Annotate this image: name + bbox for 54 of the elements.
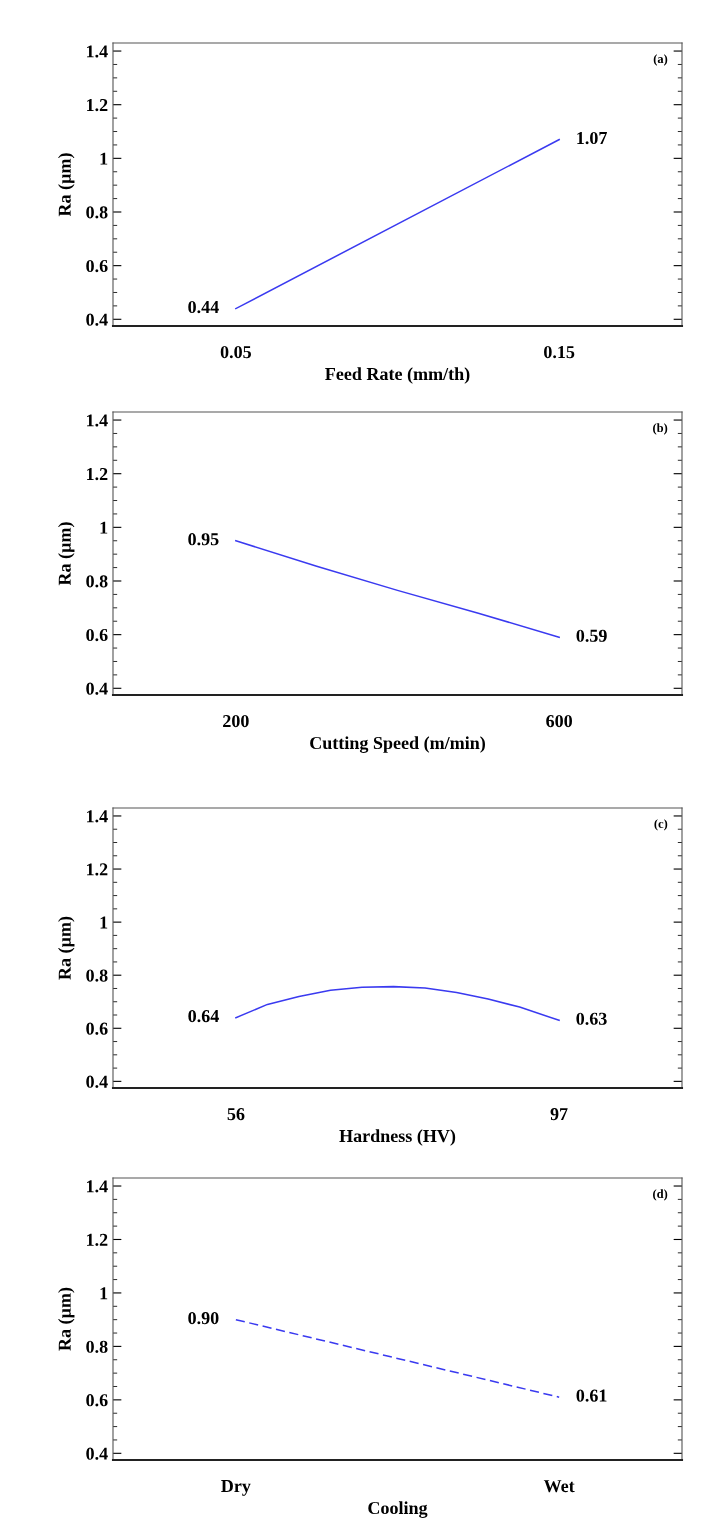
x-tick-label: 0.05 (220, 345, 251, 359)
y-axis-title: Ra (µm) (58, 153, 75, 217)
y-tick-label: 1.4 (87, 810, 108, 823)
annotation: (b) (653, 423, 668, 435)
y-tick-label: 0.6 (86, 1022, 108, 1035)
x-axis-title: Hardness (HV) (339, 1129, 456, 1146)
data-label: 0.61 (576, 1389, 607, 1402)
y-axis-title: Ra (µm) (58, 1287, 75, 1351)
x-axis-title: Feed Rate (mm/th) (325, 367, 470, 384)
y-tick-label: 0.6 (86, 628, 108, 642)
y-tick-label: 0.4 (86, 1447, 108, 1460)
x-axis-title: Cooling (368, 1501, 428, 1518)
y-tick-label: 0.8 (86, 206, 108, 219)
y-tick-label: 0.6 (86, 259, 108, 273)
y-tick-label: 1.2 (87, 1233, 108, 1246)
y-tick-label: 1 (100, 1287, 108, 1300)
y-tick-label: 1.2 (87, 99, 108, 112)
data-label: 1.07 (577, 131, 607, 145)
y-tick-label: 0.4 (86, 682, 108, 695)
y-tick-label: 1 (100, 916, 108, 929)
y-tick-label: 0.6 (86, 1394, 108, 1407)
annotation: (a) (653, 54, 668, 66)
y-tick-label: 0.4 (86, 313, 108, 326)
data-label: 0.63 (576, 1012, 607, 1025)
line-series (235, 985, 560, 1022)
x-tick-label: 56 (227, 1108, 245, 1121)
x-tick-label: 200 (223, 714, 249, 728)
data-label: 0.59 (576, 629, 607, 642)
x-tick-label: Dry (221, 1480, 251, 1496)
y-tick-label: 1.4 (87, 1180, 108, 1193)
y-tick-label: 0.8 (86, 1340, 108, 1353)
y-axis-title: Ra (µm) (58, 916, 75, 980)
y-tick-label: 1 (100, 521, 108, 534)
y-tick-label: 0.8 (86, 575, 108, 588)
y-tick-label: 1.4 (87, 45, 108, 58)
y-axis-title: Ra (µm) (58, 522, 75, 586)
y-tick-label: 1.4 (87, 414, 108, 427)
annotation: (d) (653, 1189, 668, 1201)
line-series (235, 539, 560, 639)
y-tick-label: 0.4 (86, 1075, 108, 1088)
x-axis-title: Cutting Speed (m/min) (310, 736, 485, 753)
x-tick-label: 0.15 (544, 345, 575, 359)
x-tick-label: 97 (550, 1108, 568, 1121)
y-tick-label: 1.2 (87, 468, 108, 481)
x-tick-label: Wet (543, 1480, 575, 1493)
data-label: 0.64 (188, 1010, 219, 1023)
data-label: 0.44 (188, 300, 219, 314)
x-tick-label: 600 (546, 714, 572, 728)
data-label: 0.95 (188, 533, 219, 546)
y-tick-label: 0.8 (86, 969, 108, 982)
y-tick-label: 1.2 (87, 863, 108, 876)
y-tick-label: 1 (100, 152, 108, 165)
data-label: 0.90 (188, 1312, 219, 1325)
annotation: (c) (654, 819, 668, 831)
